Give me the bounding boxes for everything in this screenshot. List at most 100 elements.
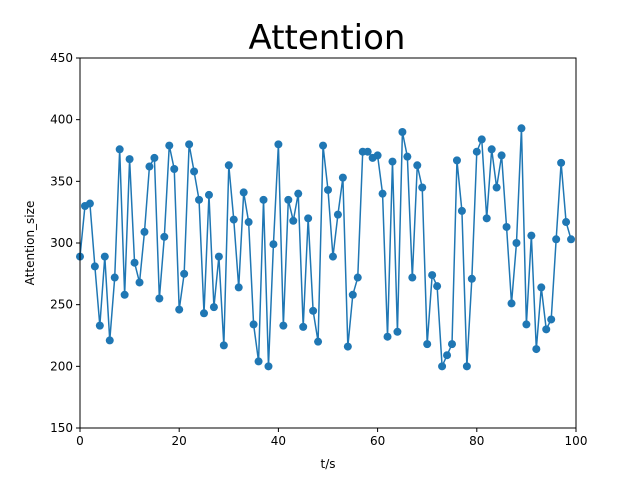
data-point <box>418 183 427 192</box>
data-point <box>398 128 407 136</box>
x-tick-label: 0 <box>76 434 84 448</box>
data-series <box>76 124 576 371</box>
data-point <box>467 274 476 283</box>
data-point <box>448 340 456 349</box>
data-point <box>140 227 149 236</box>
x-tick-label: 60 <box>370 434 385 448</box>
data-point <box>457 206 466 215</box>
data-point <box>522 320 531 329</box>
data-point <box>428 271 437 280</box>
data-point <box>100 252 109 261</box>
data-point <box>269 240 278 249</box>
data-point <box>170 165 179 173</box>
data-point <box>517 124 526 133</box>
data-point <box>145 162 154 171</box>
x-axis-label: t/s <box>321 457 336 471</box>
data-point <box>403 152 412 161</box>
data-point <box>249 320 258 329</box>
data-point <box>562 218 571 227</box>
data-point <box>383 332 392 341</box>
data-point <box>175 305 184 314</box>
data-point <box>259 195 268 204</box>
data-point <box>279 321 288 330</box>
data-point <box>85 199 94 208</box>
data-point <box>299 322 308 331</box>
y-tick-label: 350 <box>50 174 73 188</box>
data-point <box>388 157 397 166</box>
y-axis-label: Attention_size <box>23 201 37 286</box>
data-point <box>433 282 442 291</box>
data-point <box>95 321 104 330</box>
data-point <box>567 235 576 244</box>
data-point <box>477 135 486 144</box>
data-point <box>557 158 566 167</box>
data-point <box>497 151 506 160</box>
data-point <box>482 214 491 223</box>
data-point <box>338 173 347 182</box>
data-point <box>363 147 372 156</box>
y-tick-label: 250 <box>50 298 73 312</box>
data-point <box>244 218 253 227</box>
data-point <box>438 362 447 371</box>
data-point <box>353 273 362 282</box>
data-point <box>487 145 496 154</box>
data-point <box>130 258 139 267</box>
data-point <box>204 190 213 199</box>
data-point <box>185 140 194 149</box>
y-tick-label: 450 <box>50 51 73 65</box>
data-point <box>90 262 99 271</box>
data-point <box>274 140 283 149</box>
data-point <box>165 141 174 150</box>
data-point <box>328 252 337 261</box>
data-point <box>195 195 204 204</box>
data-point <box>413 161 422 170</box>
data-point <box>552 235 561 244</box>
x-axis-ticks: 0 20 40 60 80 100 <box>76 428 587 448</box>
data-point <box>190 167 199 176</box>
data-point <box>527 231 536 240</box>
data-point <box>224 161 233 170</box>
data-point <box>254 357 263 366</box>
y-tick-label: 200 <box>50 359 73 373</box>
chart-title: Attention <box>249 18 406 58</box>
series-line <box>79 127 572 368</box>
data-point <box>443 351 452 360</box>
data-point <box>408 273 417 282</box>
y-tick-label: 300 <box>50 236 73 250</box>
x-tick-label: 20 <box>172 434 187 448</box>
data-point <box>125 155 134 164</box>
data-point <box>547 315 556 324</box>
x-tick-label: 100 <box>565 434 588 448</box>
data-point <box>309 306 318 315</box>
data-point <box>105 336 114 345</box>
data-point <box>115 145 124 154</box>
data-point <box>209 303 218 312</box>
data-point <box>324 185 332 194</box>
y-tick-label: 150 <box>50 421 73 435</box>
y-axis-ticks: 150 200 250 300 350 400 450 <box>50 51 80 435</box>
x-tick-label: 80 <box>469 434 484 448</box>
data-point <box>160 232 169 241</box>
data-point <box>393 327 402 336</box>
data-point <box>512 239 521 247</box>
data-point <box>120 290 129 299</box>
y-tick-label: 400 <box>50 113 73 127</box>
data-point <box>343 342 352 351</box>
data-point <box>492 183 501 192</box>
data-point <box>229 215 238 224</box>
data-point <box>378 189 387 198</box>
data-point <box>110 273 119 282</box>
data-point <box>314 337 323 346</box>
data-point <box>234 283 243 292</box>
data-point <box>284 195 293 204</box>
data-point <box>304 214 313 223</box>
data-point <box>542 325 551 334</box>
data-point <box>373 151 382 160</box>
data-point <box>135 278 144 287</box>
data-point <box>452 156 461 165</box>
data-point <box>472 147 481 156</box>
plot-frame <box>79 57 577 429</box>
data-point <box>333 210 342 219</box>
x-tick-label: 40 <box>271 434 286 448</box>
